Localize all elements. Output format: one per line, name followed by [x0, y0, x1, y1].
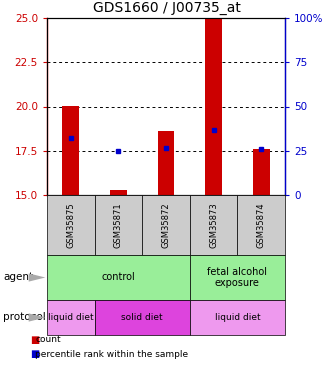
Text: GSM35873: GSM35873 — [209, 202, 218, 248]
Bar — [63, 106, 79, 195]
Text: GSM35874: GSM35874 — [257, 202, 266, 248]
Text: fetal alcohol
exposure: fetal alcohol exposure — [207, 267, 267, 288]
Bar — [253, 149, 269, 195]
Text: ■: ■ — [30, 349, 40, 359]
Text: solid diet: solid diet — [122, 313, 163, 322]
Text: GSM35875: GSM35875 — [66, 202, 75, 248]
Text: GSM35871: GSM35871 — [114, 202, 123, 248]
Bar — [110, 190, 127, 195]
Text: count: count — [35, 336, 61, 345]
Bar — [158, 131, 174, 195]
Text: ■: ■ — [30, 335, 40, 345]
Text: liquid diet: liquid diet — [214, 313, 260, 322]
Text: GSM35872: GSM35872 — [162, 202, 170, 248]
Text: GDS1660 / J00735_at: GDS1660 / J00735_at — [93, 1, 240, 15]
Text: agent: agent — [3, 273, 33, 282]
Bar — [205, 18, 222, 195]
Text: protocol: protocol — [3, 312, 46, 322]
Text: liquid diet: liquid diet — [48, 313, 94, 322]
Text: control: control — [102, 273, 135, 282]
Text: percentile rank within the sample: percentile rank within the sample — [35, 350, 188, 359]
